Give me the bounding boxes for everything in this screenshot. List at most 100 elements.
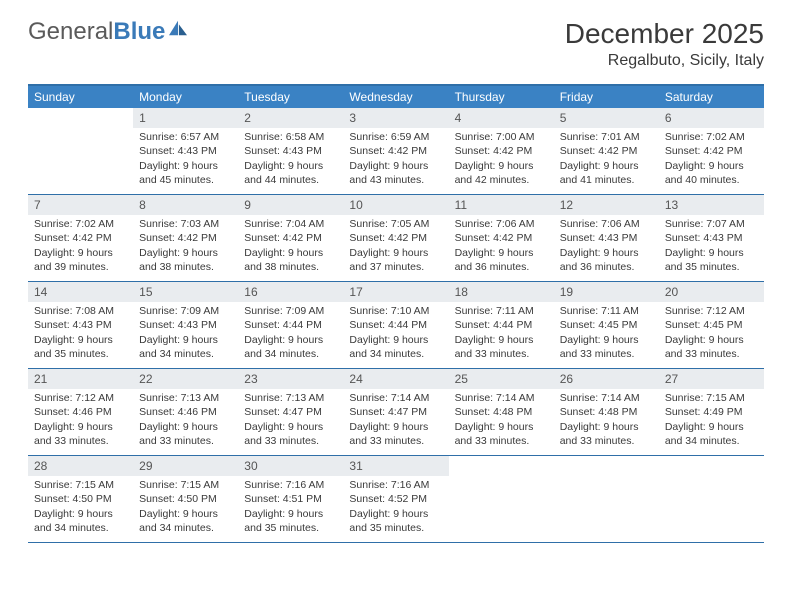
sunrise-text: Sunrise: 7:13 AM <box>244 391 337 405</box>
day-of-week-header: Sunday Monday Tuesday Wednesday Thursday… <box>28 86 764 108</box>
daylight-text: Daylight: 9 hours and 39 minutes. <box>34 246 127 274</box>
day-body: Sunrise: 7:12 AMSunset: 4:46 PMDaylight:… <box>28 389 133 454</box>
sunrise-text: Sunrise: 7:16 AM <box>244 478 337 492</box>
sunrise-text: Sunrise: 7:01 AM <box>560 130 653 144</box>
day-cell: 15Sunrise: 7:09 AMSunset: 4:43 PMDayligh… <box>133 282 238 368</box>
day-cell: . <box>659 456 764 542</box>
day-cell: 8Sunrise: 7:03 AMSunset: 4:42 PMDaylight… <box>133 195 238 281</box>
daylight-text: Daylight: 9 hours and 33 minutes. <box>560 420 653 448</box>
day-number: 1 <box>133 108 238 128</box>
day-number: 8 <box>133 195 238 215</box>
day-number: 15 <box>133 282 238 302</box>
calendar-grid: Sunday Monday Tuesday Wednesday Thursday… <box>28 84 764 543</box>
daylight-text: Daylight: 9 hours and 36 minutes. <box>455 246 548 274</box>
sunset-text: Sunset: 4:43 PM <box>34 318 127 332</box>
sunset-text: Sunset: 4:43 PM <box>665 231 758 245</box>
sunrise-text: Sunrise: 7:12 AM <box>665 304 758 318</box>
sunset-text: Sunset: 4:44 PM <box>455 318 548 332</box>
sunrise-text: Sunrise: 7:04 AM <box>244 217 337 231</box>
day-number: 23 <box>238 369 343 389</box>
sunrise-text: Sunrise: 7:14 AM <box>560 391 653 405</box>
day-cell: 17Sunrise: 7:10 AMSunset: 4:44 PMDayligh… <box>343 282 448 368</box>
sunset-text: Sunset: 4:50 PM <box>139 492 232 506</box>
sunrise-text: Sunrise: 7:14 AM <box>349 391 442 405</box>
sunset-text: Sunset: 4:43 PM <box>139 318 232 332</box>
day-cell: 2Sunrise: 6:58 AMSunset: 4:43 PMDaylight… <box>238 108 343 194</box>
sail-icon <box>167 19 189 37</box>
sunrise-text: Sunrise: 7:06 AM <box>455 217 548 231</box>
day-cell: 6Sunrise: 7:02 AMSunset: 4:42 PMDaylight… <box>659 108 764 194</box>
sunset-text: Sunset: 4:50 PM <box>34 492 127 506</box>
day-cell: 29Sunrise: 7:15 AMSunset: 4:50 PMDayligh… <box>133 456 238 542</box>
sunrise-text: Sunrise: 7:03 AM <box>139 217 232 231</box>
daylight-text: Daylight: 9 hours and 33 minutes. <box>349 420 442 448</box>
day-body: Sunrise: 7:09 AMSunset: 4:43 PMDaylight:… <box>133 302 238 367</box>
week-row: .1Sunrise: 6:57 AMSunset: 4:43 PMDayligh… <box>28 108 764 195</box>
day-cell: 13Sunrise: 7:07 AMSunset: 4:43 PMDayligh… <box>659 195 764 281</box>
sunrise-text: Sunrise: 7:06 AM <box>560 217 653 231</box>
day-cell: 26Sunrise: 7:14 AMSunset: 4:48 PMDayligh… <box>554 369 659 455</box>
day-cell: 25Sunrise: 7:14 AMSunset: 4:48 PMDayligh… <box>449 369 554 455</box>
day-number: 22 <box>133 369 238 389</box>
daylight-text: Daylight: 9 hours and 33 minutes. <box>34 420 127 448</box>
sunset-text: Sunset: 4:42 PM <box>34 231 127 245</box>
day-body: Sunrise: 7:01 AMSunset: 4:42 PMDaylight:… <box>554 128 659 193</box>
day-number: 27 <box>659 369 764 389</box>
sunset-text: Sunset: 4:45 PM <box>560 318 653 332</box>
day-cell: 27Sunrise: 7:15 AMSunset: 4:49 PMDayligh… <box>659 369 764 455</box>
day-body: Sunrise: 7:13 AMSunset: 4:47 PMDaylight:… <box>238 389 343 454</box>
week-row: 28Sunrise: 7:15 AMSunset: 4:50 PMDayligh… <box>28 456 764 543</box>
daylight-text: Daylight: 9 hours and 35 minutes. <box>34 333 127 361</box>
daylight-text: Daylight: 9 hours and 37 minutes. <box>349 246 442 274</box>
sunrise-text: Sunrise: 7:07 AM <box>665 217 758 231</box>
day-body: Sunrise: 7:13 AMSunset: 4:46 PMDaylight:… <box>133 389 238 454</box>
sunset-text: Sunset: 4:42 PM <box>665 144 758 158</box>
sunrise-text: Sunrise: 7:09 AM <box>244 304 337 318</box>
daylight-text: Daylight: 9 hours and 33 minutes. <box>244 420 337 448</box>
sunrise-text: Sunrise: 6:58 AM <box>244 130 337 144</box>
daylight-text: Daylight: 9 hours and 34 minutes. <box>244 333 337 361</box>
dow-tuesday: Tuesday <box>238 86 343 108</box>
sunset-text: Sunset: 4:43 PM <box>244 144 337 158</box>
dow-sunday: Sunday <box>28 86 133 108</box>
day-cell: 19Sunrise: 7:11 AMSunset: 4:45 PMDayligh… <box>554 282 659 368</box>
day-body: Sunrise: 6:58 AMSunset: 4:43 PMDaylight:… <box>238 128 343 193</box>
sunrise-text: Sunrise: 7:11 AM <box>455 304 548 318</box>
daylight-text: Daylight: 9 hours and 33 minutes. <box>560 333 653 361</box>
day-cell: 14Sunrise: 7:08 AMSunset: 4:43 PMDayligh… <box>28 282 133 368</box>
daylight-text: Daylight: 9 hours and 33 minutes. <box>455 333 548 361</box>
sunrise-text: Sunrise: 7:15 AM <box>139 478 232 492</box>
day-body: Sunrise: 7:04 AMSunset: 4:42 PMDaylight:… <box>238 215 343 280</box>
daylight-text: Daylight: 9 hours and 34 minutes. <box>139 507 232 535</box>
sunset-text: Sunset: 4:52 PM <box>349 492 442 506</box>
daylight-text: Daylight: 9 hours and 35 minutes. <box>665 246 758 274</box>
daylight-text: Daylight: 9 hours and 33 minutes. <box>455 420 548 448</box>
title-block: December 2025 Regalbuto, Sicily, Italy <box>565 18 764 70</box>
day-cell: 20Sunrise: 7:12 AMSunset: 4:45 PMDayligh… <box>659 282 764 368</box>
sunset-text: Sunset: 4:42 PM <box>244 231 337 245</box>
sunset-text: Sunset: 4:42 PM <box>455 144 548 158</box>
dow-thursday: Thursday <box>449 86 554 108</box>
week-row: 21Sunrise: 7:12 AMSunset: 4:46 PMDayligh… <box>28 369 764 456</box>
day-body: Sunrise: 7:03 AMSunset: 4:42 PMDaylight:… <box>133 215 238 280</box>
day-number: 9 <box>238 195 343 215</box>
daylight-text: Daylight: 9 hours and 40 minutes. <box>665 159 758 187</box>
daylight-text: Daylight: 9 hours and 38 minutes. <box>139 246 232 274</box>
page-title: December 2025 <box>565 18 764 50</box>
day-cell: . <box>449 456 554 542</box>
day-number: 11 <box>449 195 554 215</box>
day-body: Sunrise: 7:14 AMSunset: 4:47 PMDaylight:… <box>343 389 448 454</box>
sunrise-text: Sunrise: 7:15 AM <box>665 391 758 405</box>
dow-wednesday: Wednesday <box>343 86 448 108</box>
sunset-text: Sunset: 4:44 PM <box>349 318 442 332</box>
brand-text: GeneralBlue <box>28 18 165 46</box>
day-body: Sunrise: 7:16 AMSunset: 4:52 PMDaylight:… <box>343 476 448 541</box>
sunset-text: Sunset: 4:46 PM <box>139 405 232 419</box>
day-cell: . <box>28 108 133 194</box>
sunset-text: Sunset: 4:49 PM <box>665 405 758 419</box>
day-number: 30 <box>238 456 343 476</box>
sunrise-text: Sunrise: 7:02 AM <box>665 130 758 144</box>
day-body: Sunrise: 7:12 AMSunset: 4:45 PMDaylight:… <box>659 302 764 367</box>
sunset-text: Sunset: 4:43 PM <box>560 231 653 245</box>
day-body: Sunrise: 7:14 AMSunset: 4:48 PMDaylight:… <box>449 389 554 454</box>
